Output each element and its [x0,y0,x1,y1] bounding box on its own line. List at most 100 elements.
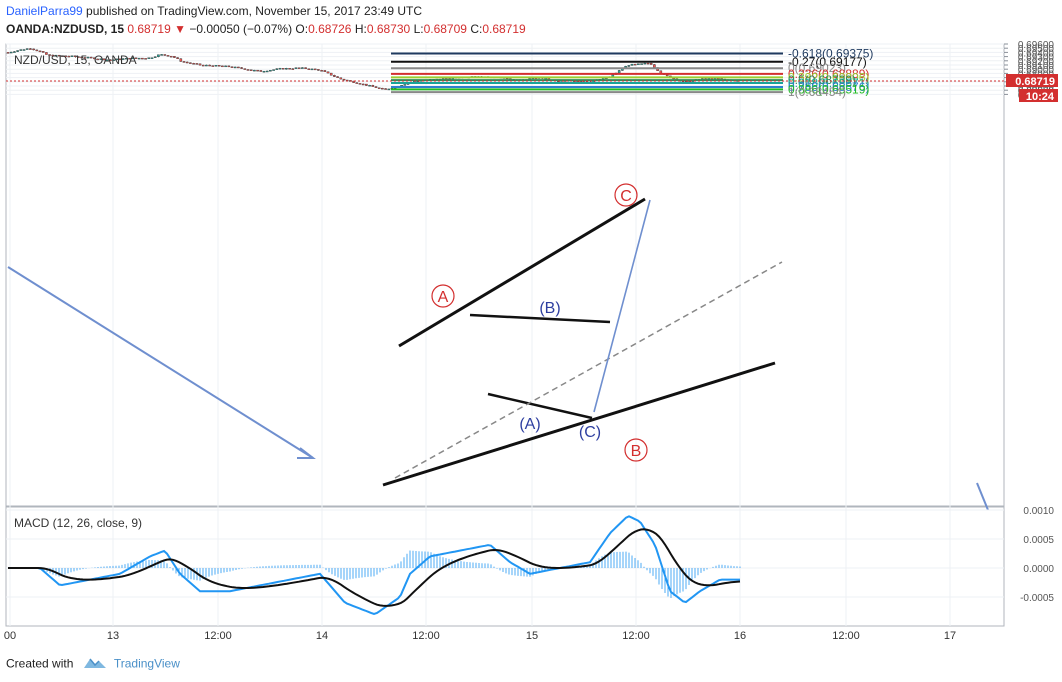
candle-body [169,55,173,58]
tradingview-logo-icon [83,656,107,673]
candle-body [105,59,109,61]
candle-body [144,58,147,60]
tradingview-brand-link[interactable]: TradingView [113,656,180,671]
candle-body [19,49,23,51]
wave-a-blue: (A) [519,416,540,433]
candle-body [201,64,205,67]
candle-body [294,67,298,69]
price-tick-label: 0.69000 [1018,65,1055,76]
candle-body [131,57,135,60]
candle-body [579,80,583,83]
candle-body [627,65,631,67]
candle-body [54,54,58,57]
candle-body [320,70,323,72]
fib-level-label: 0.236(0.68889) [788,67,869,81]
triangle-upper-line[interactable] [469,313,611,324]
candle-body [253,69,256,72]
candle-body [358,83,362,85]
price-tick-label: 0.69200 [1018,57,1055,68]
wave-c-red: C [620,188,632,205]
macd-axis[interactable]: 0.0010 0.0005 0.0000 -0.0005 [1020,506,1054,604]
candle-body [198,63,202,66]
wave-b-red: B [631,443,642,460]
candle-body [285,68,288,70]
candle-body [189,62,192,64]
drawings-layer: -0.618(0.69375)-0.27(0.69177)0(0.69023)0… [7,46,989,511]
trend-arrow-line[interactable] [7,266,314,459]
candle-body [278,68,282,70]
macd-legend: MACD (12, 26, close, 9) [14,516,142,530]
candle-body [336,76,339,78]
projection-line[interactable] [593,199,651,413]
candle-body [70,55,74,57]
candle-body [9,51,13,54]
countdown-tag [1019,89,1058,103]
macd-grid [6,509,1004,598]
time-label: 12:00 [832,630,860,642]
candle-body [51,54,55,57]
candle-body [217,65,221,67]
chart-area[interactable]: -0.618(0.69375)-0.27(0.69177)0(0.69023)0… [0,40,1062,650]
candle-body [653,64,656,68]
macd-line [8,515,740,616]
published-text: published on TradingView.com, November 1… [82,4,423,18]
wave-c-red-circle [614,183,638,207]
candle-body [112,59,115,61]
candle-body [115,58,119,61]
candle-body [25,48,29,50]
candle-body [35,49,39,52]
down-arrow-icon: ▼ [174,22,186,36]
wave-b-blue: (B) [539,300,560,317]
triangle-lower-line[interactable] [487,392,593,420]
candle-body [38,50,42,53]
high-label: H: [354,22,367,36]
candle-body [275,68,279,70]
author-link[interactable]: DanielParra99 [6,4,83,18]
candle-body [374,86,378,88]
candle-body [381,87,384,90]
candle-body [329,72,333,76]
candle-body [192,63,195,65]
candle-body [57,54,61,57]
symbol-interval: OANDA:NZDUSD, 15 [6,22,125,36]
wave-c-blue: (C) [579,424,601,441]
fib-level-label: 0.5(0.68739) [788,73,856,87]
high-value: 0.68730 [366,22,411,36]
candle-body [240,67,243,69]
candle-body [67,55,71,58]
time-label: 14 [316,630,328,642]
channel-upper-line[interactable] [398,197,646,348]
open-value: 0.68726 [308,22,352,36]
candle-body [64,55,67,57]
candle-body [182,61,186,63]
trend-arrow-line-right[interactable] [976,482,989,511]
channel-lower-line[interactable] [382,361,776,487]
fibonacci-retracement[interactable]: -0.618(0.69375)-0.27(0.69177)0(0.69023)0… [391,46,873,99]
candle-body [259,70,263,72]
candle-body [214,65,218,67]
close-value: 0.68719 [482,22,526,36]
candle-body [86,56,90,59]
candle-body [368,85,371,87]
candle-body [246,69,250,71]
candle-body [102,58,106,61]
candle-body [13,51,16,53]
wave-a-red: A [438,289,449,306]
candle-body [265,70,269,73]
candle-body [342,78,346,81]
macd-pane[interactable] [5,506,1005,627]
candle-body [301,67,304,69]
candle-body [313,68,317,71]
candle-body [150,57,154,59]
time-axis[interactable]: 00 13 12:00 14 12:00 15 12:00 16 12:00 17 [4,630,956,642]
fib-level-label: 0.382(0.68806) [788,70,869,84]
open-label: O: [295,22,309,36]
dashed-trend-line[interactable] [394,261,783,479]
fib-level-label: 0.618(0.68671) [788,76,869,90]
candle-body [173,56,176,58]
candle-body [377,87,381,89]
candle-body [80,56,83,59]
candle-body [640,63,643,65]
candle-body [249,69,253,71]
price-pane[interactable] [5,43,1005,507]
